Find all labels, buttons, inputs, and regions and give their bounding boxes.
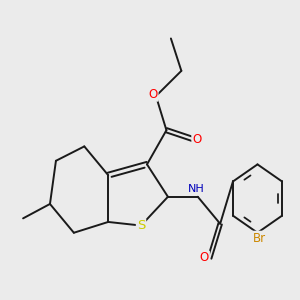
Text: NH: NH (188, 184, 205, 194)
Text: Br: Br (252, 232, 266, 244)
Text: O: O (148, 88, 158, 101)
Text: S: S (137, 219, 145, 232)
Text: O: O (192, 133, 202, 146)
Text: O: O (200, 251, 209, 264)
